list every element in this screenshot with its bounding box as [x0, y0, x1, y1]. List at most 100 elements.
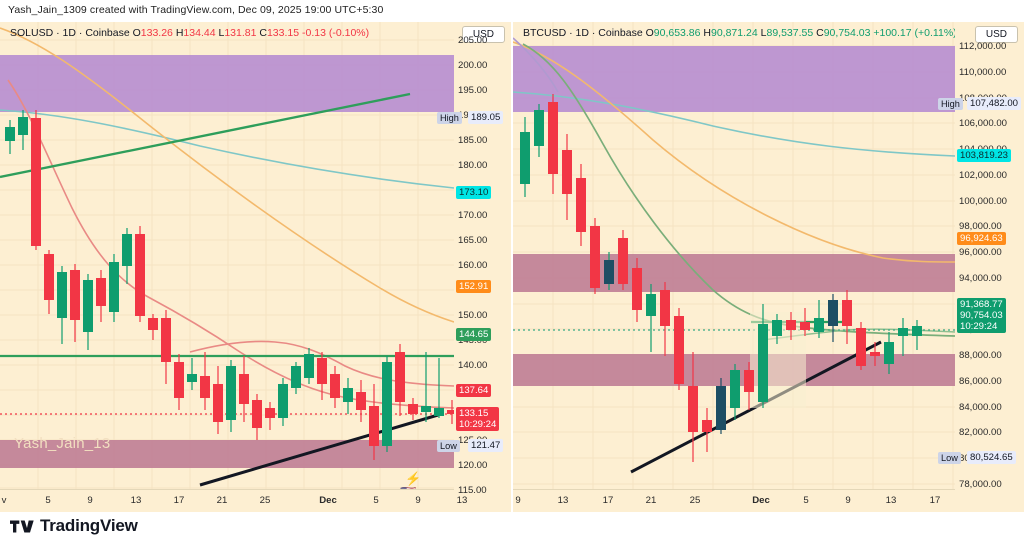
- y-tick: 100,000.00: [959, 196, 1008, 207]
- y-tick: 102,000.00: [959, 170, 1008, 181]
- chart-pane-sol[interactable]: Yash_Jain_13 ⚡ 🇺🇸 SOLUSD · 1D · Coinbase…: [0, 22, 513, 512]
- ohlc-h-label: H: [175, 27, 184, 39]
- ohlc-c-label: C: [259, 27, 267, 39]
- x-tick: 25: [689, 495, 701, 506]
- y-tick: 112,000.00: [959, 41, 1007, 52]
- legend-sep2: ·: [591, 27, 599, 39]
- interval[interactable]: 1D: [62, 27, 76, 39]
- high-value-btc: 107,482.00: [967, 97, 1022, 110]
- us-flags-icon[interactable]: 🇺🇸: [400, 486, 416, 490]
- x-tick: 13: [456, 495, 468, 506]
- level-green-value: 91,368.77: [960, 299, 1003, 310]
- x-tick: 5: [803, 495, 809, 506]
- credit-line: Yash_Jain_1309 created with TradingView.…: [8, 4, 384, 16]
- cyan-level-badge-sol: 173.10: [456, 186, 492, 199]
- x-tick: 5: [373, 495, 379, 506]
- ohlc-l-label: L: [760, 27, 767, 39]
- x-tick: 9: [87, 495, 93, 506]
- y-tick: 94,000.00: [959, 273, 1002, 284]
- last-price-value: 90,754.03: [960, 310, 1003, 321]
- y-tick: 205.00: [458, 35, 488, 46]
- ohlc-c-value: 133.15: [266, 27, 300, 39]
- x-tick: 21: [645, 495, 657, 506]
- last-price-value: 133.15: [459, 408, 489, 419]
- symbol-name[interactable]: SOLUSD: [10, 27, 54, 39]
- y-tick: 88,000.00: [959, 350, 1002, 361]
- last-price-badge-btc: 91,368.77 90,754.03 10:29:24: [957, 298, 1006, 333]
- y-tick: 86,000.00: [959, 376, 1002, 387]
- price-scale-btc[interactable]: USD 112,000.00 110,000.00 108,000.00 106…: [938, 22, 1024, 512]
- ohlc-h-label: H: [703, 27, 711, 39]
- countdown-value: 10:29:24: [960, 321, 998, 332]
- y-tick: 140.00: [458, 360, 488, 371]
- x-tick: 17: [929, 495, 941, 506]
- chart-canvas-sol: [0, 22, 511, 490]
- x-tick: 17: [173, 495, 185, 506]
- y-tick: 170.00: [458, 210, 488, 221]
- green-level-badge-sol: 144.65: [456, 328, 492, 341]
- chart-canvas-btc: [513, 22, 1024, 490]
- change-value: +100.17: [873, 27, 912, 39]
- tradingview-footer[interactable]: TradingView: [10, 516, 138, 536]
- x-tick: v: [1, 495, 7, 506]
- y-tick: 195.00: [458, 85, 488, 96]
- y-tick: 160.00: [458, 260, 488, 271]
- y-tick: 150.00: [458, 310, 488, 321]
- y-tick: 84,000.00: [959, 402, 1002, 413]
- y-tick: 120.00: [458, 460, 488, 471]
- y-tick: 165.00: [458, 235, 488, 246]
- low-label-btc: Low: [938, 452, 961, 464]
- candles-sol: [5, 110, 457, 460]
- y-tick: 180.00: [458, 160, 488, 171]
- symbol-legend-btc[interactable]: BTCUSD · 1D · Coinbase O90,653.86 H90,87…: [523, 27, 957, 39]
- interval[interactable]: 1D: [575, 27, 589, 39]
- currency-pill-btc[interactable]: USD: [974, 26, 1018, 43]
- candles-btc: [520, 94, 922, 462]
- low-label-sol: Low: [437, 440, 460, 452]
- y-tick: 96,000.00: [959, 247, 1002, 258]
- ohlc-o-value: 90,653.86: [653, 27, 701, 39]
- time-scale-sol[interactable]: v 5 9 13 17 21 25 Dec 5 9 13: [0, 489, 467, 512]
- x-tick: 21: [216, 495, 228, 506]
- ohlc-h-value: 90,871.24: [711, 27, 758, 39]
- y-tick: 106,000.00: [959, 118, 1008, 129]
- legend-sep2: ·: [78, 27, 86, 39]
- last-price-badge-sol: 133.15 10:29:24: [456, 407, 500, 431]
- supply-zone-upper-btc: [513, 254, 955, 292]
- low-value-btc: 80,524.65: [967, 451, 1016, 464]
- tradingview-brand-text: TradingView: [40, 516, 138, 535]
- change-percent: (-0.10%): [328, 27, 370, 39]
- high-value-sol: 189.05: [468, 111, 504, 124]
- y-tick: 78,000.00: [959, 479, 1002, 490]
- x-tick: 9: [415, 495, 421, 506]
- symbol-name[interactable]: BTCUSD: [523, 27, 567, 39]
- tradingview-logo-icon: [10, 519, 34, 534]
- ohlc-c-value: 90,754.03: [823, 27, 871, 39]
- x-tick-month: Dec: [319, 495, 337, 506]
- ohlc-h-value: 134.44: [183, 27, 216, 39]
- plot-area-btc[interactable]: ⚡ 🇺🇸: [513, 22, 1024, 490]
- high-label-btc: High: [938, 98, 963, 110]
- change-value: -0.13: [302, 27, 326, 39]
- symbol-legend-sol[interactable]: SOLUSD · 1D · Coinbase O133.26 H134.44 L…: [10, 27, 369, 39]
- high-label-sol: High: [437, 112, 462, 124]
- time-scale-btc[interactable]: 9 13 17 21 25 Dec 5 9 13 17: [513, 489, 955, 512]
- price-scale-sol[interactable]: USD 205.00 200.00 195.00 190.00 185.00 1…: [437, 22, 511, 512]
- exchange: Coinbase: [85, 27, 130, 39]
- orange-level-badge-sol: 152.91: [456, 280, 492, 293]
- plot-area-sol[interactable]: Yash_Jain_13 ⚡ 🇺🇸: [0, 22, 511, 490]
- ai-sparkle-icon[interactable]: ⚡: [405, 471, 422, 486]
- x-tick: 9: [515, 495, 521, 506]
- exchange: Coinbase: [598, 27, 643, 39]
- orange-level-badge-btc: 96,924.63: [957, 232, 1006, 245]
- currency-pill-sol[interactable]: USD: [461, 26, 505, 43]
- legend-sep: ·: [569, 27, 576, 39]
- x-tick: 17: [602, 495, 614, 506]
- ohlc-l-value: 131.81: [224, 27, 257, 39]
- chart-pane-btc[interactable]: ⚡ 🇺🇸 BTCUSD · 1D · Coinbase O90,653.86 H…: [513, 22, 1024, 512]
- change-percent: (+0.11%): [914, 27, 957, 39]
- legend-sep: ·: [56, 27, 63, 39]
- y-tick: 98,000.00: [959, 221, 1002, 232]
- cyan-level-badge-btc: 103,819.23: [957, 149, 1012, 162]
- x-tick: 25: [259, 495, 271, 506]
